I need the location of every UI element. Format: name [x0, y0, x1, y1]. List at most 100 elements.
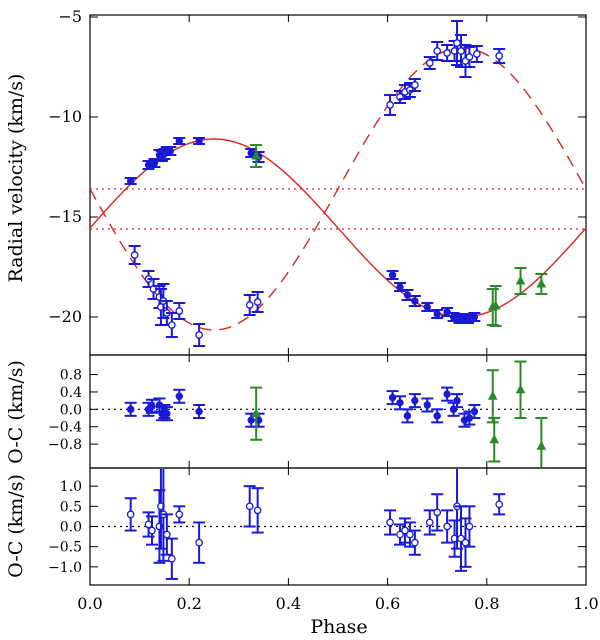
marker [453, 396, 461, 405]
point-1-0-0 [124, 401, 137, 417]
marker [443, 49, 451, 57]
marker [495, 52, 504, 60]
point-1-1-4 [535, 417, 548, 467]
marker [473, 50, 481, 58]
marker [490, 300, 501, 310]
point-0-1-26 [493, 48, 506, 64]
point-1-0-19 [451, 393, 464, 409]
marker [195, 407, 203, 416]
marker [251, 408, 261, 418]
point-0-1-16 [408, 78, 421, 92]
ytick-label-1-3: −0.4 [48, 420, 82, 436]
point-1-0-14 [408, 393, 421, 409]
marker [461, 538, 470, 547]
xlabel-phase: Phase [310, 616, 367, 638]
point-0-0-17 [431, 309, 444, 319]
point-2-0-1 [142, 511, 155, 538]
marker [388, 271, 397, 279]
point-2-0-10 [243, 485, 256, 528]
marker [130, 251, 139, 259]
ylabel-oc-primary: O-C (km/s) [5, 360, 27, 464]
marker [167, 321, 176, 329]
point-0-1-8 [173, 302, 186, 320]
point-2-0-7 [165, 537, 178, 580]
point-1-1-0 [250, 386, 263, 441]
xtick-label-4: 0.8 [474, 594, 499, 613]
marker [465, 522, 474, 531]
marker [457, 47, 465, 55]
marker [195, 538, 203, 547]
marker [386, 518, 394, 527]
point-1-0-7 [173, 388, 186, 404]
ytick-label-0-1: −10 [48, 107, 82, 126]
point-1-1-2 [488, 417, 501, 463]
marker [443, 522, 451, 531]
point-0-1-23 [459, 44, 472, 78]
point-2-0-12 [384, 509, 397, 536]
point-2-0-11 [251, 487, 264, 534]
marker [470, 407, 479, 416]
marker [465, 53, 474, 61]
marker [411, 538, 419, 547]
marker [406, 530, 414, 539]
marker [396, 399, 404, 407]
marker [423, 401, 431, 409]
point-2-0-20 [448, 519, 461, 558]
point-0-2-3 [514, 267, 527, 295]
point-0-0-7 [164, 146, 177, 156]
point-0-2-0 [250, 144, 263, 168]
point-2-0-0 [124, 497, 137, 532]
point-0-1-11 [251, 291, 264, 313]
point-2-0-25 [493, 493, 506, 516]
xtick-label-2: 0.4 [276, 594, 301, 613]
marker [167, 554, 176, 563]
marker [396, 530, 404, 539]
model-secondary-curve [89, 47, 587, 331]
marker [253, 506, 262, 515]
point-2-0-19 [441, 509, 454, 544]
marker [163, 530, 171, 539]
ytick-label-0-3: −20 [48, 307, 82, 326]
point-0-1-10 [243, 294, 256, 316]
point-0-1-7 [165, 312, 178, 338]
ytick-label-1-0: 0.8 [60, 368, 82, 384]
marker [433, 508, 442, 517]
marker [536, 278, 547, 288]
marker [495, 500, 504, 509]
marker [148, 402, 156, 410]
marker [411, 81, 419, 89]
point-1-0-17 [441, 386, 454, 402]
marker [253, 298, 262, 306]
point-1-0-6 [160, 406, 173, 422]
marker [433, 412, 441, 420]
point-0-2-4 [535, 273, 548, 295]
data-points [124, 20, 548, 580]
marker [175, 307, 184, 315]
ylabel-oc-secondary: O-C (km/s) [5, 474, 27, 578]
point-0-0-23 [468, 312, 481, 322]
marker [247, 416, 255, 424]
point-0-1-17 [423, 56, 436, 70]
ytick-label-2-2: 0.0 [60, 520, 82, 536]
point-2-0-9 [193, 521, 206, 564]
marker [148, 526, 156, 535]
ytick-label-2-0: 1.0 [60, 479, 82, 495]
marker [489, 434, 500, 444]
marker [144, 520, 153, 529]
point-2-0-24 [463, 505, 476, 548]
marker [386, 101, 394, 109]
point-1-0-9 [245, 412, 258, 428]
point-0-1-9 [193, 323, 206, 347]
point-1-0-22 [468, 403, 481, 420]
marker [126, 405, 135, 414]
point-1-0-8 [193, 403, 206, 420]
point-1-1-3 [514, 360, 527, 420]
point-0-0-8 [173, 137, 186, 145]
marker [396, 283, 404, 291]
point-0-0-15 [408, 295, 421, 307]
point-1-0-13 [401, 408, 414, 424]
axis-ticks: −5−10−15−200.80.40.0−0.4−0.81.00.50.0−0.… [48, 7, 599, 613]
marker [401, 526, 409, 535]
marker [251, 150, 261, 160]
